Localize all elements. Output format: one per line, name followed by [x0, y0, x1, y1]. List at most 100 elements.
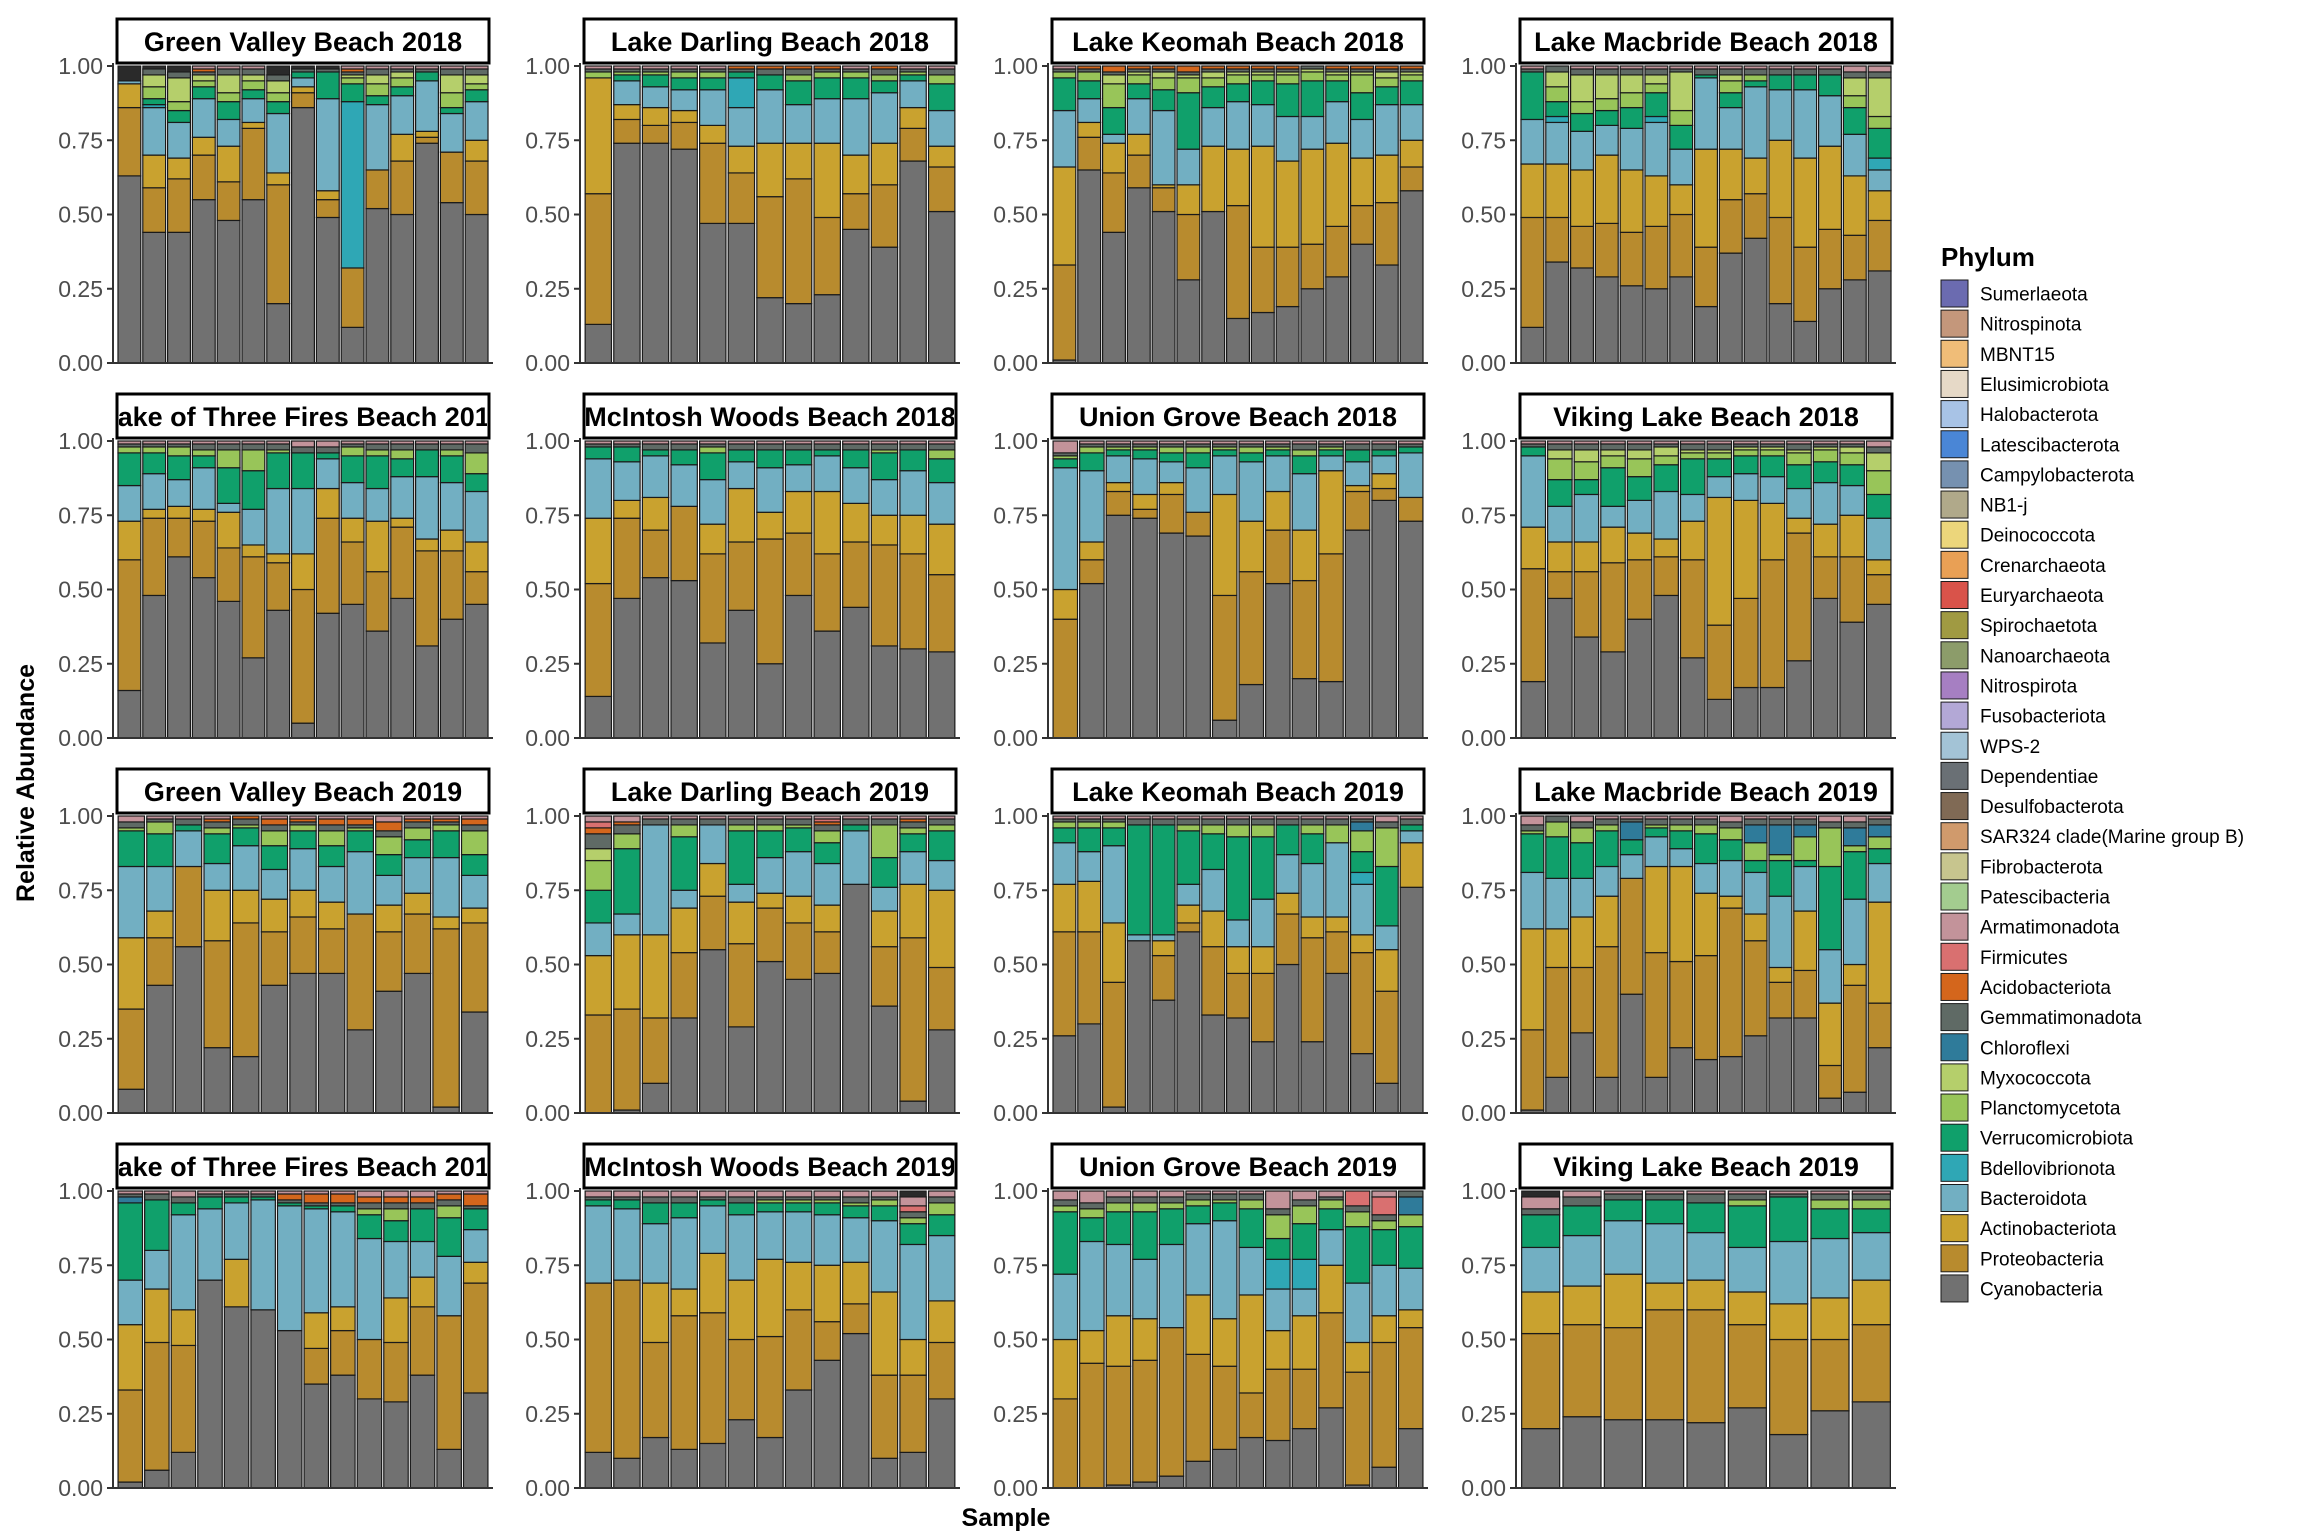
bar-segment [899, 1223, 927, 1246]
bar-segment [1052, 1338, 1079, 1400]
bar-segment [1397, 1196, 1424, 1216]
bar-segment [699, 1205, 727, 1254]
bar-segment [1079, 1362, 1105, 1489]
bar-segment [117, 865, 146, 939]
stacked-bar [1644, 815, 1669, 1114]
bar-segment [1569, 112, 1595, 132]
bar-segment [260, 868, 289, 900]
bar-segment [1079, 1240, 1105, 1332]
bar-segment [870, 440, 899, 445]
bar-segment [170, 1309, 197, 1347]
stacked-bar [439, 65, 464, 364]
bar-segment [223, 1196, 250, 1204]
bar-segment [117, 484, 142, 522]
bar-segment [1743, 842, 1768, 862]
bar-segment [1520, 446, 1547, 457]
bar-segment [403, 892, 432, 915]
bar-segment [315, 487, 340, 519]
stacked-bar [365, 440, 390, 739]
bar-segment [142, 74, 167, 88]
bar-segment [1132, 1202, 1158, 1213]
bar-segment [641, 529, 670, 579]
bar-segment [365, 520, 390, 573]
bar-segment [1865, 446, 1892, 454]
legend-label: Desulfobacterota [1980, 797, 2124, 818]
bar-segment [1718, 80, 1743, 94]
bar-segment [439, 443, 464, 451]
legend-label: Patescibacteria [1980, 888, 2110, 909]
bar-segment [1344, 461, 1371, 487]
bar-segment [241, 470, 266, 510]
bar-segment [699, 222, 727, 364]
stacked-bar [613, 1190, 641, 1489]
bar-segment [1706, 458, 1733, 478]
bar-segment [1176, 815, 1201, 820]
facet-panel: Green Valley Beach 20190.000.250.500.751… [58, 767, 493, 1126]
bar-segment [1238, 1193, 1265, 1201]
stacked-bar [290, 65, 316, 364]
bar-segment [1521, 1332, 1561, 1430]
bar-segment [390, 597, 415, 739]
bar-segment [383, 1208, 409, 1222]
bar-segment [1645, 1190, 1685, 1195]
legend-item: Halobacterota [1940, 400, 2099, 429]
bar-segment [1669, 865, 1694, 963]
bar-segment [1842, 1091, 1867, 1114]
bar-segment [375, 830, 403, 838]
bar-segment [1374, 65, 1399, 70]
bar-segment [266, 562, 291, 611]
bar-segment [462, 1282, 489, 1394]
y-tick-label: 0.25 [525, 276, 570, 302]
bar-segment [699, 77, 727, 91]
bar-segment [1132, 449, 1158, 460]
bar-segment [1718, 68, 1743, 76]
bar-segment [1318, 1199, 1344, 1210]
bar-segment [927, 651, 956, 739]
y-tick-label: 0.00 [525, 1100, 570, 1126]
bar-segment [1238, 461, 1265, 522]
stacked-bar [1842, 65, 1867, 364]
stacked-bar [1793, 65, 1818, 364]
stacked-bar [1626, 440, 1653, 739]
bar-segment [756, 1190, 784, 1198]
bar-segment [1594, 222, 1619, 278]
stacked-bar [641, 815, 670, 1114]
legend-swatch [1940, 460, 1969, 489]
bar-segment [191, 467, 216, 510]
bar-segment [1105, 1243, 1132, 1317]
bar-segment [191, 98, 216, 138]
bar-segment [1693, 246, 1719, 308]
bar-segment [1250, 946, 1275, 975]
bar-segment [356, 1338, 383, 1400]
bar-segment [899, 937, 927, 1102]
bar-segment [1644, 175, 1669, 227]
bar-segment [1817, 949, 1843, 1004]
bar-segment [1669, 960, 1694, 1049]
bar-segment [1867, 190, 1892, 222]
bar-segment [641, 1202, 670, 1225]
bar-segment [365, 104, 390, 171]
bar-segment [1052, 821, 1077, 829]
bar-segment [1603, 1327, 1643, 1421]
bar-segment [203, 827, 231, 835]
bar-segment [1769, 1196, 1809, 1243]
bar-segment [191, 443, 216, 451]
bar-segment [1768, 859, 1793, 897]
bar-segment [1176, 279, 1201, 364]
stacked-bar [1399, 65, 1424, 364]
bar-segment-rare [167, 65, 191, 73]
bar-segment [303, 1208, 330, 1314]
bar-segment [1547, 541, 1573, 573]
bar-segment [1126, 133, 1151, 156]
bar-segment [166, 157, 192, 180]
bar-segment [1669, 213, 1694, 278]
bar-segment [340, 77, 365, 85]
bar-segment [462, 1261, 489, 1284]
legend-swatch [1940, 1123, 1969, 1152]
bar-segment [784, 895, 813, 924]
legend-item: MBNT15 [1940, 339, 2055, 368]
stacked-bar [315, 65, 340, 364]
bar-segment [216, 101, 241, 121]
stacked-bar [462, 1190, 489, 1489]
